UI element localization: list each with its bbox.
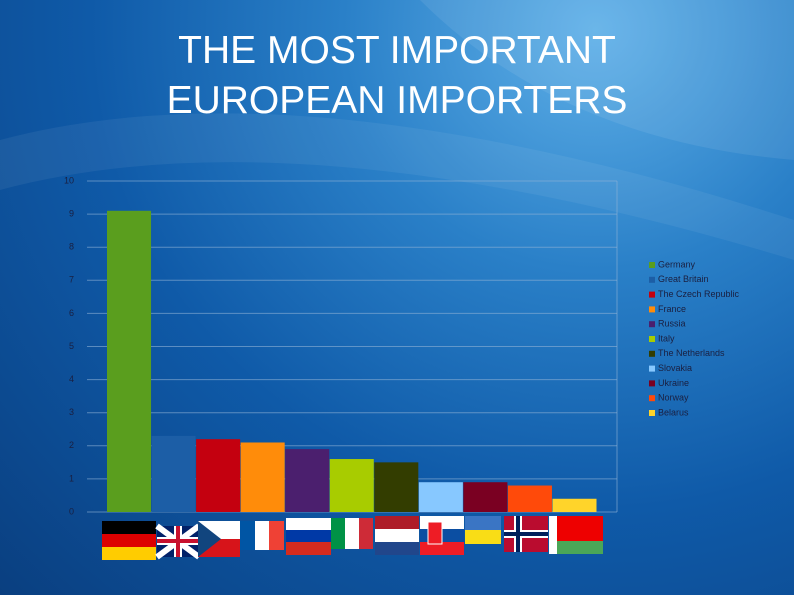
legend-swatch	[649, 306, 655, 313]
bar	[463, 482, 508, 512]
flags	[102, 516, 603, 560]
y-tick-label: 1	[69, 473, 74, 483]
legend-swatch	[649, 336, 655, 342]
legend-label: Norway	[658, 393, 689, 403]
y-tick-label: 3	[69, 407, 74, 417]
legend-swatch	[649, 395, 655, 402]
legend-label: France	[658, 304, 686, 314]
legend-label: Great Britain	[658, 274, 709, 284]
y-tick-label: 10	[64, 175, 74, 185]
legend-label: Germany	[658, 259, 696, 269]
chart-title: THE MOST IMPORTANT EUROPEAN IMPORTERS	[166, 29, 628, 122]
legend-swatch	[649, 410, 655, 416]
bar	[107, 210, 152, 513]
y-tick-label: 4	[69, 374, 74, 384]
legend-label: Belarus	[658, 407, 689, 417]
legend-swatch	[649, 276, 655, 283]
legend-swatch	[649, 262, 655, 268]
legend-label: Slovakia	[658, 363, 692, 373]
y-tick-label: 2	[69, 440, 74, 450]
bar	[329, 459, 374, 512]
legend-label: Italy	[658, 333, 675, 343]
legend-swatch	[649, 365, 655, 372]
bar	[552, 498, 597, 512]
bar	[374, 462, 419, 512]
y-tick-label: 0	[69, 506, 74, 516]
bar	[151, 435, 196, 512]
y-tick-label: 8	[69, 242, 74, 252]
legend-label: Russia	[658, 319, 686, 329]
bar	[285, 449, 330, 512]
legend-swatch	[649, 321, 655, 328]
y-tick-label: 6	[69, 308, 74, 318]
legend-swatch	[649, 380, 655, 387]
bar	[418, 482, 463, 512]
bar	[240, 442, 285, 512]
y-tick-label: 5	[69, 341, 74, 351]
legend-swatch	[649, 350, 655, 357]
y-tick-label: 7	[69, 275, 74, 285]
y-tick-label: 9	[69, 208, 74, 218]
bar	[196, 439, 241, 512]
legend-label: The Czech Republic	[658, 289, 740, 299]
legend-label: Ukraine	[658, 378, 689, 388]
legend-label: The Netherlands	[658, 348, 725, 358]
bar	[507, 485, 552, 512]
legend-swatch	[649, 291, 655, 298]
